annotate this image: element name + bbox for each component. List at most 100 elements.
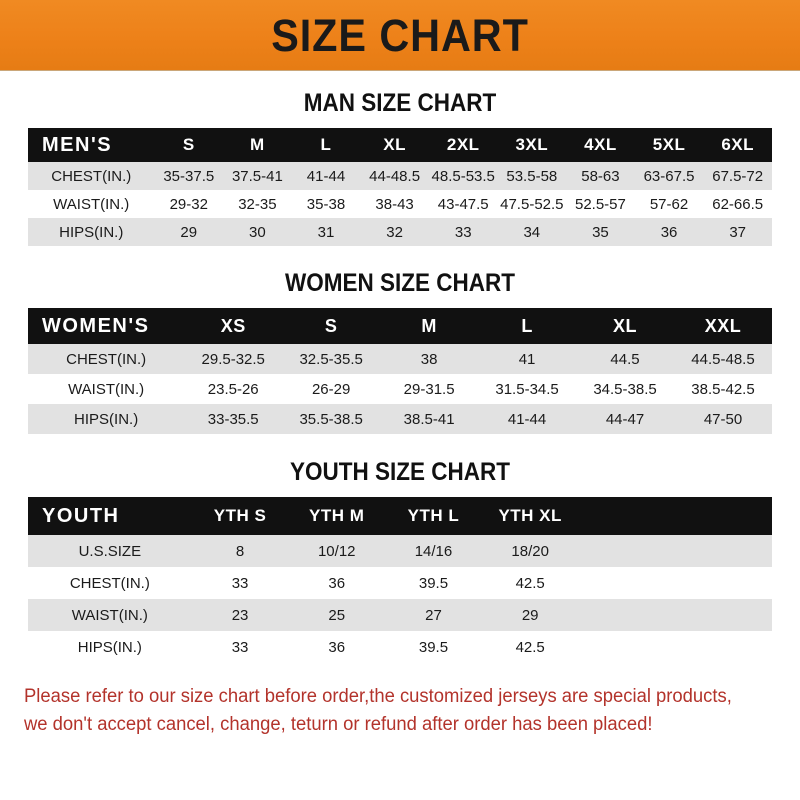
disclaimer-line-2: we don't accept cancel, change, teturn o… xyxy=(24,713,653,735)
banner: SIZE CHART xyxy=(0,0,800,71)
women-table-body: CHEST(IN.) 29.5-32.5 32.5-35.5 38 41 44.5 44.5… xyxy=(28,344,772,434)
table-cell: 36 xyxy=(328,574,346,592)
women-header-label: WOMEN'S xyxy=(42,314,150,337)
table-cell: 25 xyxy=(328,606,346,624)
table-cell: 62-66.5 xyxy=(712,195,764,213)
table-cell: 44-48.5 xyxy=(369,167,421,185)
table-cell: 10/12 xyxy=(317,542,356,560)
men-size-table: MEN'S S M L XL 2XL 3XL 4XL 5XL 6XL CHEST(IN.) 35-… xyxy=(28,128,772,246)
table-cell: 42.5 xyxy=(515,574,545,592)
table-cell: 23 xyxy=(231,606,249,624)
men-size-header-4: XL xyxy=(383,135,406,154)
women-size-table: WOMEN'S XS S M L XL XXL CHEST(IN.) 29.5-32.5 32… xyxy=(28,308,772,434)
men-header-label: MEN'S xyxy=(42,133,113,156)
table-cell: 31 xyxy=(317,223,335,241)
men-header-row: MEN'S S M L XL 2XL 3XL 4XL 5XL 6XL xyxy=(28,128,772,162)
table-row: WAIST(IN.) 23.5-26 26-29 29-31.5 31.5-34.5 34… xyxy=(28,374,772,404)
table-cell: 32-35 xyxy=(238,195,277,213)
table-cell-empty xyxy=(675,599,772,631)
table-cell: 32 xyxy=(386,223,403,241)
table-cell: 30 xyxy=(249,223,266,241)
table-cell: 34 xyxy=(523,223,541,241)
table-cell: 47-50 xyxy=(703,410,743,428)
table-cell: 36 xyxy=(328,638,346,656)
table-cell-empty xyxy=(579,535,676,567)
men-size-header-6: 3XL xyxy=(515,135,549,154)
men-size-header-3: L xyxy=(320,135,332,154)
table-cell: 33-35.5 xyxy=(207,410,259,428)
table-cell-empty xyxy=(579,599,676,631)
women-size-header-6: XXL xyxy=(704,315,742,336)
table-row: HIPS(IN.) 33 36 39.5 42.5 xyxy=(28,631,772,663)
table-cell: 29-31.5 xyxy=(403,380,455,398)
youth-size-header-1: YTH S xyxy=(213,506,267,525)
men-table-body: CHEST(IN.) 35-37.5 37.5-41 41-44 44-48.5 48.5… xyxy=(28,162,772,246)
women-size-header-5: XL xyxy=(613,315,638,336)
youth-size-header-empty xyxy=(579,497,676,535)
table-cell: 47.5-52.5 xyxy=(500,195,564,213)
men-size-header-1: S xyxy=(182,135,195,154)
table-cell: 27 xyxy=(425,606,442,624)
table-row: HIPS(IN.) 33-35.5 35.5-38.5 38.5-41 41-44 44-… xyxy=(28,404,772,434)
table-cell: 29 xyxy=(180,223,198,241)
table-row: CHEST(IN.) 29.5-32.5 32.5-35.5 38 41 44.5 44.5… xyxy=(28,344,772,374)
table-cell: 29 xyxy=(521,606,539,624)
table-cell: 41-44 xyxy=(507,410,547,428)
table-cell: 14/16 xyxy=(414,542,453,560)
table-cell: 39.5 xyxy=(418,574,449,592)
women-table-wrap: WOMEN'S XS S M L XL XXL CHEST(IN.) 29.5-32.5 32… xyxy=(28,308,772,434)
table-cell: 58-63 xyxy=(581,167,620,185)
table-cell: 33 xyxy=(231,574,249,592)
table-cell: 44.5-48.5 xyxy=(691,350,755,368)
table-row: HIPS(IN.) 29 30 31 32 33 34 35 36 37 xyxy=(28,218,772,246)
men-size-header-9: 6XL xyxy=(721,135,755,154)
banner-title: SIZE CHART xyxy=(271,9,529,61)
women-size-header-3: M xyxy=(421,315,437,336)
women-header-row: WOMEN'S XS S M L XL XXL xyxy=(28,308,772,344)
disclaimer-note: Please refer to our size chart before or… xyxy=(24,683,753,738)
men-size-header-7: 4XL xyxy=(584,135,617,154)
men-table-wrap: MEN'S S M L XL 2XL 3XL 4XL 5XL 6XL CHEST(IN.) 35-… xyxy=(28,128,772,246)
table-cell: 35-38 xyxy=(306,195,346,213)
table-cell: 35-37.5 xyxy=(163,167,215,185)
youth-table-wrap: YOUTH YTH S YTH M YTH L YTH XL U.S.SIZE 8 10/… xyxy=(28,497,772,663)
table-cell: 42.5 xyxy=(515,638,545,656)
table-cell: 52.5-57 xyxy=(574,195,626,213)
disclaimer-line-1: Please refer to our size chart before or… xyxy=(24,686,732,707)
table-cell: 38 xyxy=(420,350,438,368)
table-cell: 35.5-38.5 xyxy=(299,410,363,428)
women-row-label: CHEST(IN.) xyxy=(66,350,147,368)
youth-header-label: YOUTH xyxy=(42,504,120,527)
table-cell: 32.5-35.5 xyxy=(299,350,363,368)
women-size-header-4: L xyxy=(521,315,533,336)
men-row-label: WAIST(IN.) xyxy=(53,195,130,213)
women-table-head: WOMEN'S XS S M L XL XXL xyxy=(28,308,772,344)
table-cell: 48.5-53.5 xyxy=(431,167,495,185)
table-cell: 38.5-41 xyxy=(403,410,455,428)
table-cell: 26-29 xyxy=(311,380,351,398)
youth-row-label: CHEST(IN.) xyxy=(69,574,150,592)
table-cell-empty xyxy=(675,535,772,567)
table-cell: 41-44 xyxy=(306,167,346,185)
table-cell: 44.5 xyxy=(610,350,640,368)
table-row: CHEST(IN.) 33 36 39.5 42.5 xyxy=(28,567,772,599)
table-cell: 44-47 xyxy=(605,410,645,428)
table-cell: 36 xyxy=(660,223,678,241)
table-cell: 41 xyxy=(518,350,536,368)
men-size-header-5: 2XL xyxy=(446,135,480,154)
table-cell: 38-43 xyxy=(375,195,414,213)
table-cell-empty xyxy=(675,567,772,599)
table-cell: 43-47.5 xyxy=(437,195,489,213)
table-cell-empty xyxy=(675,631,772,663)
table-cell: 33 xyxy=(231,638,249,656)
youth-size-header-3: YTH L xyxy=(407,506,460,525)
table-cell: 31.5-34.5 xyxy=(495,380,559,398)
youth-row-label: HIPS(IN.) xyxy=(77,638,142,656)
table-row: CHEST(IN.) 35-37.5 37.5-41 41-44 44-48.5 48.5… xyxy=(28,162,772,190)
youth-table-body: U.S.SIZE 8 10/12 14/16 18/20 CHEST(IN.) 33 36 39… xyxy=(28,535,772,663)
table-row: WAIST(IN.) 29-32 32-35 35-38 38-43 43-47.5 47.… xyxy=(28,190,772,218)
table-cell: 23.5-26 xyxy=(207,380,259,398)
men-size-header-8: 5XL xyxy=(652,135,686,154)
section-title-man: MAN SIZE CHART xyxy=(303,89,497,117)
